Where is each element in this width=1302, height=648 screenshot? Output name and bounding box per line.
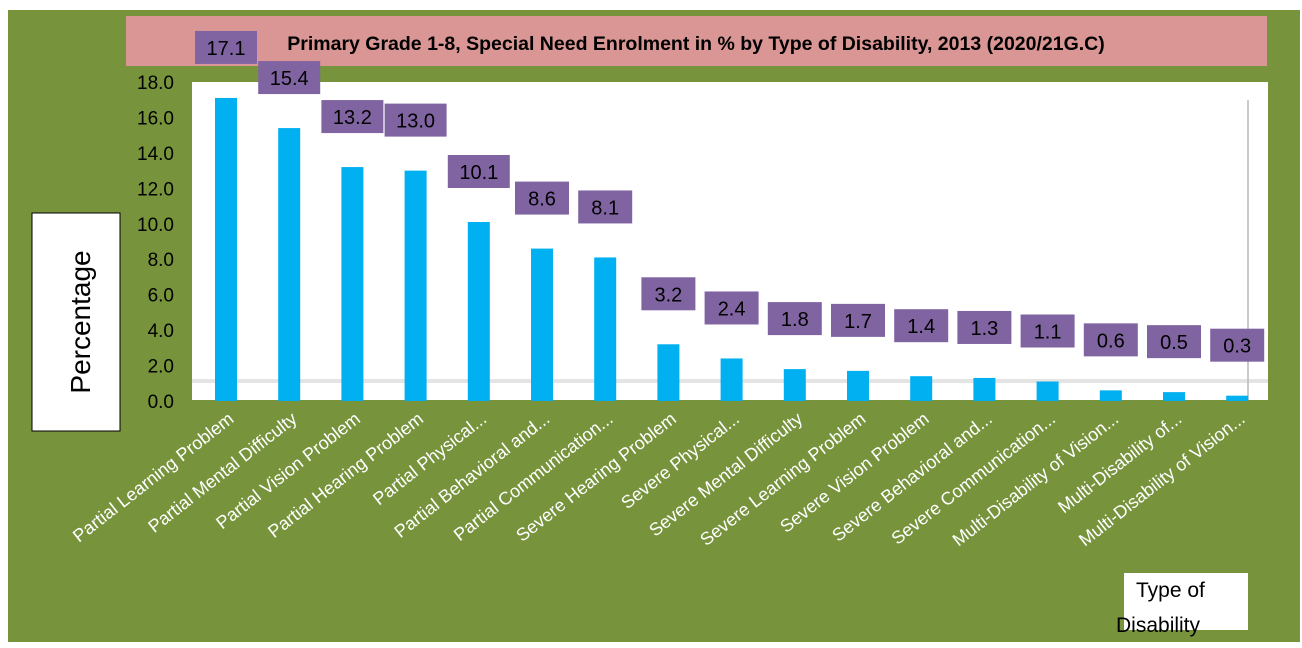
data-label: 8.6	[528, 189, 556, 211]
bar	[467, 222, 490, 401]
data-label-box	[831, 303, 885, 337]
x-axis-title-line-2: Disability	[1116, 614, 1201, 637]
x-axis-title: Type of Disability	[1116, 579, 1211, 637]
bar	[973, 377, 996, 401]
chart-title: Primary Grade 1-8, Special Need Enrolmen…	[287, 33, 1105, 55]
data-label-box	[384, 103, 447, 137]
y-tick-label: 16.0	[137, 108, 174, 129]
data-label-box	[578, 190, 633, 224]
bars-group: 17.1 15.4 13.2 13.0 10.1 8.6 8.1 3.2 2.4 1.8 1.7 1.…	[195, 30, 1265, 402]
data-label: 8.1	[591, 197, 619, 219]
data-label-box	[641, 277, 696, 311]
data-label: 15.4	[270, 68, 309, 90]
y-tick-label: 6.0	[148, 286, 174, 307]
bar	[531, 248, 553, 401]
data-label: 13.2	[333, 107, 372, 129]
data-label-box	[704, 291, 759, 325]
y-tick-label: 2.0	[148, 357, 174, 378]
data-label-box	[515, 181, 569, 215]
data-label-box	[195, 30, 257, 64]
bar	[215, 97, 237, 401]
data-label: 2.4	[718, 298, 746, 320]
data-label: 10.1	[459, 162, 498, 184]
y-axis: 0.0 2.0 4.0 6.0 8.0 10.0 12.0 14.0 16.0 18.0	[137, 73, 174, 413]
bar	[1036, 381, 1059, 401]
bar	[783, 369, 806, 401]
bar	[910, 376, 933, 401]
y-tick-label: 14.0	[137, 144, 174, 165]
bar	[657, 344, 680, 401]
data-label-box	[447, 155, 510, 189]
y-tick-label: 4.0	[148, 321, 174, 342]
data-label: 1.7	[844, 311, 872, 333]
bar	[720, 358, 743, 401]
data-label: 13.0	[396, 111, 435, 133]
data-label: 3.2	[654, 284, 682, 306]
data-label-box	[1020, 314, 1075, 348]
data-label-box	[767, 302, 822, 336]
data-label-box	[321, 100, 384, 134]
bar	[847, 370, 869, 401]
bar	[341, 167, 364, 401]
data-label-box	[1083, 323, 1138, 357]
bar	[1163, 392, 1185, 401]
data-label: 1.1	[1034, 322, 1062, 344]
y-axis-title-box	[31, 212, 121, 432]
data-label: 17.1	[207, 38, 246, 60]
x-axis-title-line-1: Type of	[1136, 579, 1205, 602]
bar	[1226, 395, 1249, 401]
data-label: 1.8	[781, 309, 809, 331]
data-label-box	[957, 310, 1012, 344]
data-label: 0.5	[1160, 332, 1188, 354]
bar	[404, 170, 427, 401]
data-label: 1.4	[907, 316, 935, 338]
title-box	[126, 16, 1267, 66]
bar	[594, 257, 617, 401]
data-label-box	[1147, 325, 1201, 359]
bar	[278, 128, 301, 402]
y-tick-label: 10.0	[137, 215, 174, 236]
bar	[1099, 390, 1122, 401]
data-label: 0.3	[1223, 336, 1251, 358]
data-label: 0.6	[1097, 330, 1125, 352]
data-label: 1.3	[970, 318, 998, 340]
data-label-box	[1210, 328, 1265, 362]
y-tick-label: 12.0	[137, 179, 174, 200]
y-axis-title: Percentage	[65, 250, 96, 393]
data-label-box	[894, 309, 949, 343]
y-tick-label: 8.0	[148, 250, 174, 271]
y-tick-label: 0.0	[148, 392, 174, 413]
y-tick-label: 18.0	[137, 73, 174, 94]
data-label-box	[258, 61, 321, 95]
x-axis-title-box	[1124, 573, 1248, 630]
